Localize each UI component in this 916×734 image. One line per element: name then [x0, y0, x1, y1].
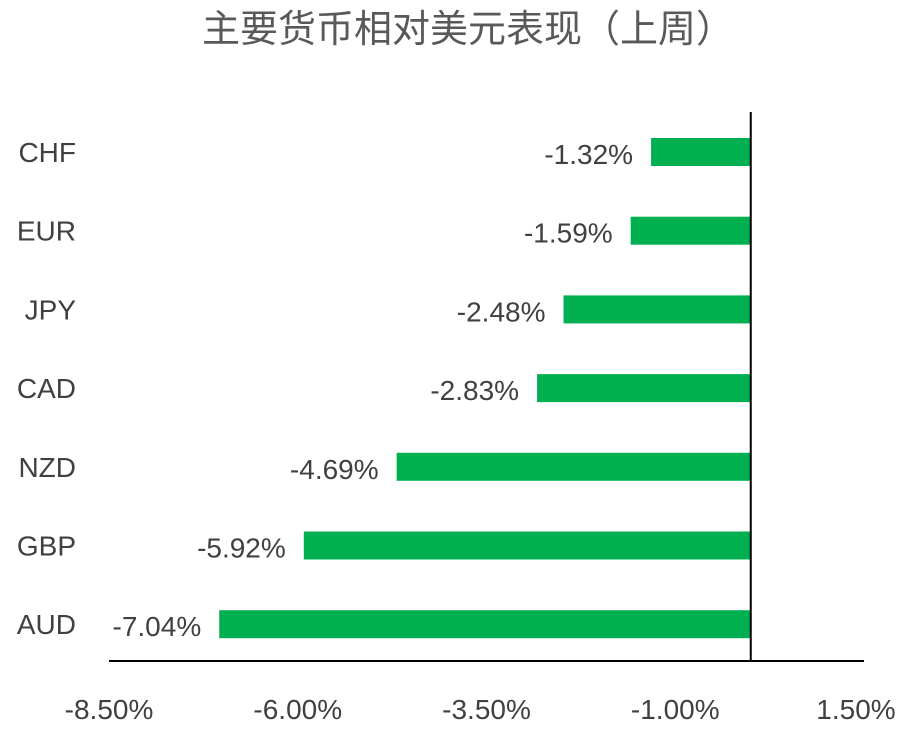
bar-jpy — [563, 295, 751, 324]
bar-aud — [219, 610, 751, 639]
category-label-cad: CAD — [17, 373, 76, 404]
axes-group — [109, 112, 864, 662]
x-tick-label: -8.50% — [65, 694, 154, 725]
category-label-nzd: NZD — [18, 452, 76, 483]
x-tick-label: -3.50% — [442, 694, 531, 725]
category-labels: CHF EUR JPY CAD NZD GBP AUD — [17, 137, 76, 640]
category-label-gbp: GBP — [17, 531, 76, 562]
bars-group — [219, 138, 751, 639]
bar-chf — [651, 138, 751, 166]
x-tick-label: -6.00% — [253, 694, 342, 725]
category-label-aud: AUD — [17, 609, 76, 640]
chart-title: 主要货币相对美元表现（上周） — [202, 7, 734, 51]
value-label-aud: -7.04% — [113, 611, 202, 642]
tick-labels: -8.50% -6.00% -3.50% -1.00% 1.50% — [65, 694, 896, 725]
category-label-eur: EUR — [17, 216, 76, 247]
bar-eur — [630, 216, 751, 245]
value-label-gbp: -5.92% — [197, 533, 286, 564]
value-label-chf: -1.32% — [544, 139, 633, 170]
category-label-jpy: JPY — [25, 294, 77, 325]
x-tick-label: -1.00% — [631, 694, 720, 725]
bar-cad — [537, 374, 751, 403]
x-tick-label: 1.50% — [816, 694, 895, 725]
value-labels: -1.32% -1.59% -2.48% -2.83% -4.69% -5.92% -7.0… — [113, 139, 634, 642]
bar-gbp — [303, 531, 751, 560]
category-label-chf: CHF — [18, 137, 76, 168]
bar-nzd — [396, 452, 751, 481]
value-label-jpy: -2.48% — [457, 296, 546, 327]
value-label-cad: -2.83% — [430, 375, 519, 406]
value-label-nzd: -4.69% — [290, 454, 379, 485]
value-label-eur: -1.59% — [524, 218, 613, 249]
